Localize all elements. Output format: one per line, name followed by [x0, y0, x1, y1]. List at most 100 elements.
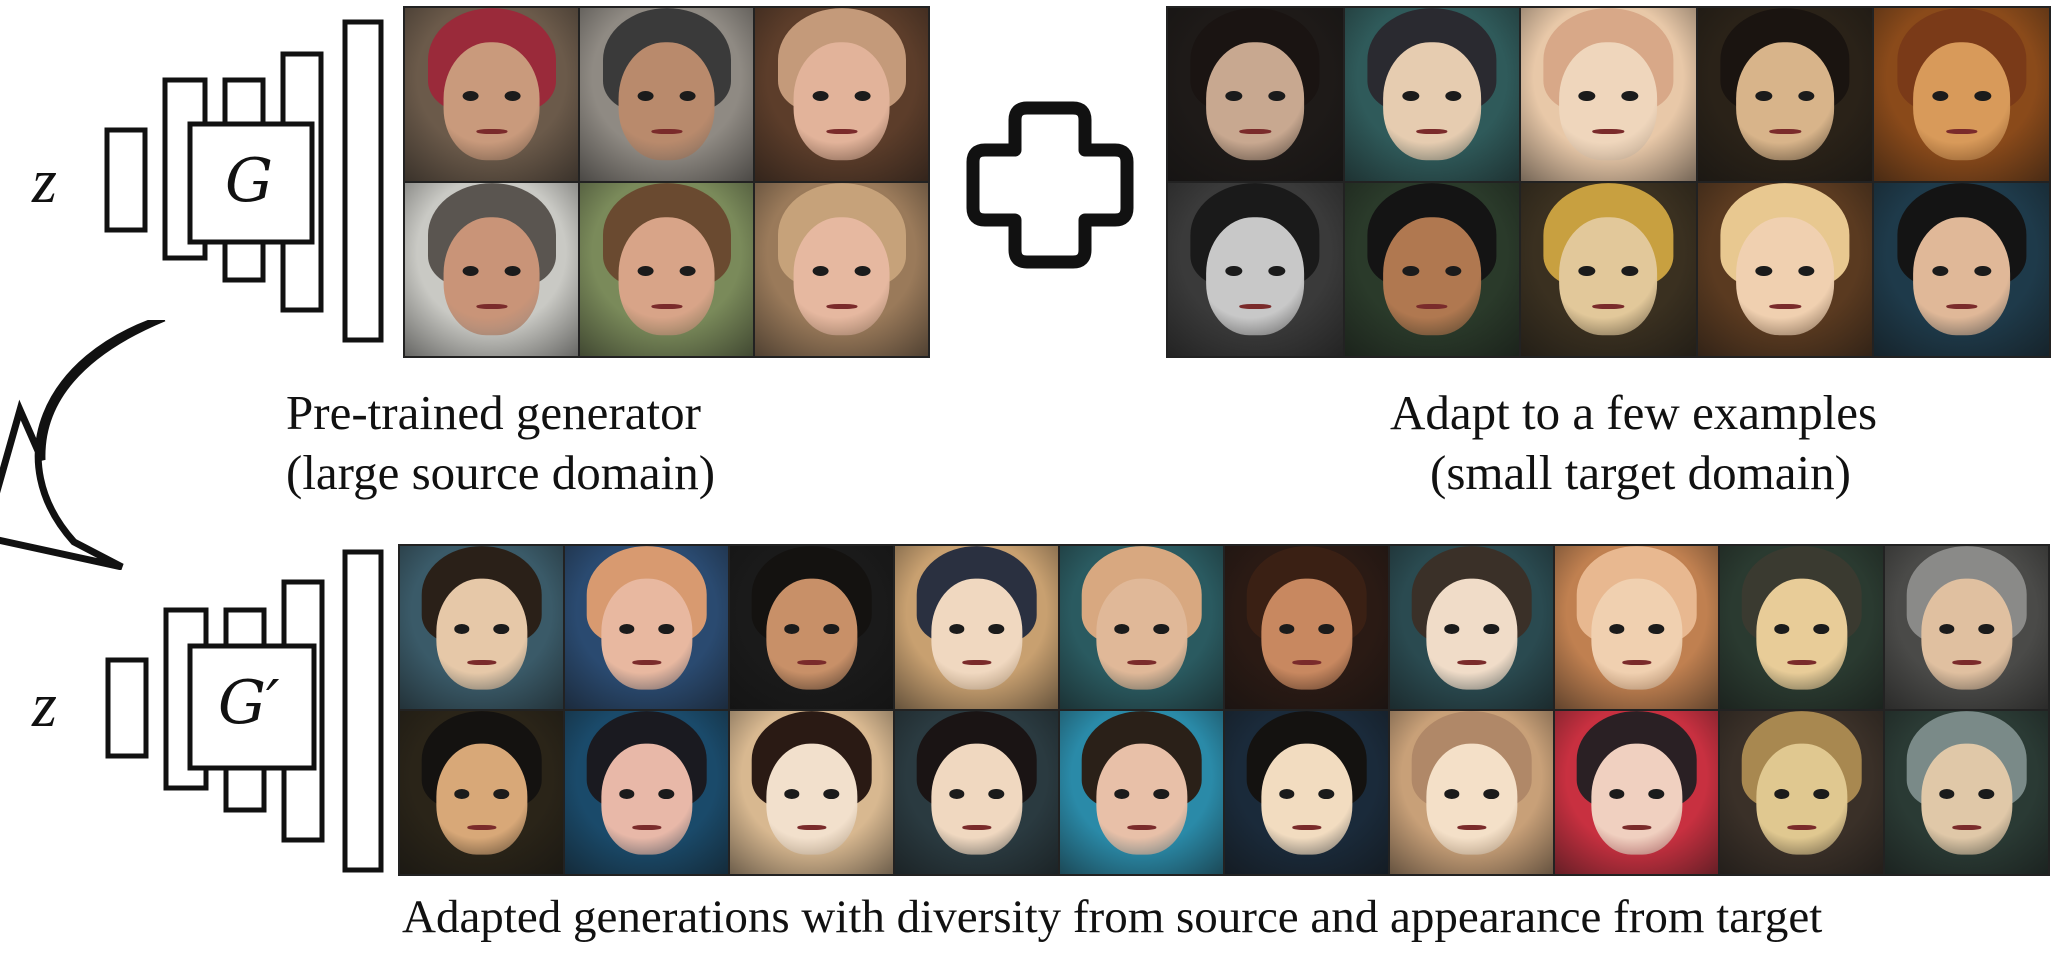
adapted-face-image — [895, 546, 1058, 709]
pretrained-caption-line1: Pre-trained generator — [286, 385, 701, 440]
adapted-face-eyes — [1608, 789, 1665, 799]
adapted-face-eyes — [1443, 624, 1500, 634]
adapted-face-mouth — [1291, 825, 1322, 830]
target-face-face — [1736, 217, 1834, 336]
target-face-face — [1559, 42, 1658, 161]
adapted-face-face — [1920, 578, 2013, 690]
target-face-eyes — [1578, 91, 1639, 102]
adapted-face-image — [1060, 711, 1223, 874]
target-face-eyes — [1755, 91, 1815, 102]
plus-icon — [966, 101, 1134, 269]
source-face-mouth — [475, 304, 508, 310]
target-face-face — [1206, 42, 1305, 161]
adapted-face-eyes — [453, 789, 510, 799]
target-face-image — [1874, 8, 2049, 181]
adapted-face-mouth — [796, 660, 827, 665]
adapted-face-face — [1260, 578, 1353, 690]
adapted-face-mouth — [1456, 660, 1487, 665]
adapted-face-image — [1390, 711, 1553, 874]
adapted-face-eyes — [1113, 624, 1170, 634]
adapted-face-mouth — [1951, 825, 1982, 830]
adapted-face-eyes — [1773, 789, 1830, 799]
source-face-image — [755, 183, 928, 356]
source-face-eyes — [462, 91, 521, 102]
target-face-image — [1521, 8, 1696, 181]
adapted-face-face — [435, 743, 528, 855]
target-face-eyes — [1932, 266, 1992, 277]
source-face-face — [443, 42, 540, 161]
adapted-face-eyes — [618, 789, 675, 799]
adapted-face-mouth — [1126, 825, 1157, 830]
source-face-mouth — [825, 129, 858, 135]
adapted-face-face — [1755, 743, 1848, 855]
generator-g-prime-layers — [105, 549, 384, 873]
target-face-face — [1912, 42, 2011, 161]
target-face-eyes — [1578, 266, 1639, 277]
adapted-face-mouth — [1786, 660, 1817, 665]
source-face-eyes — [462, 266, 521, 277]
adapted-face-mouth — [631, 660, 662, 665]
source-face-mouth — [650, 304, 683, 310]
adapted-face-image — [400, 711, 563, 874]
adapt-caption-line2: (small target domain) — [1430, 445, 1851, 500]
adapted-face-eyes — [618, 624, 675, 634]
target-face-eyes — [1755, 266, 1815, 277]
source-face-face — [793, 217, 890, 336]
target-face-face — [1206, 217, 1305, 336]
generator-g-layers — [104, 19, 384, 343]
adapted-z-label: z — [32, 669, 57, 740]
adapted-face-eyes — [783, 789, 840, 799]
source-face-face — [618, 42, 715, 161]
adapted-face-image — [565, 711, 728, 874]
target-face-image — [1168, 183, 1343, 356]
generator-g-prime-label: G′ — [218, 668, 280, 738]
adapted-face-image — [1060, 546, 1223, 709]
generator-g-label: G — [225, 146, 273, 216]
adapted-face-face — [1920, 743, 2013, 855]
adapted-face-eyes — [1608, 624, 1665, 634]
adapted-face-face — [930, 578, 1023, 690]
adapted-face-face — [1095, 578, 1188, 690]
adapted-face-image — [565, 546, 728, 709]
adapted-face-mouth — [1126, 660, 1157, 665]
target-face-image — [1344, 8, 1520, 181]
adapted-face-image — [1885, 711, 2048, 874]
adapted-face-eyes — [783, 624, 840, 634]
target-face-eyes — [1225, 91, 1285, 102]
adapted-face-face — [1590, 743, 1683, 855]
source-face-image — [755, 8, 928, 181]
adapted-face-image — [1885, 546, 2048, 709]
adapted-face-mouth — [961, 825, 992, 830]
target-face-mouth — [1416, 304, 1448, 310]
adapted-face-face — [1425, 578, 1518, 690]
source-face-mouth — [825, 304, 858, 310]
adapted-face-eyes — [1278, 789, 1335, 799]
adapted-face-image — [1225, 711, 1388, 874]
adapted-face-face — [765, 743, 858, 855]
target-face-face — [1912, 217, 2011, 336]
target-face-mouth — [1945, 129, 1978, 135]
adapted-face-image — [400, 546, 563, 709]
source-face-eyes — [637, 91, 696, 102]
adapted-face-mouth — [1456, 825, 1487, 830]
adapted-face-face — [1095, 743, 1188, 855]
source-face-face — [793, 42, 890, 161]
adapted-face-mouth — [961, 660, 992, 665]
adapted-face-face — [600, 743, 693, 855]
adapted-face-eyes — [453, 624, 510, 634]
adapted-face-face — [1590, 578, 1683, 690]
adapted-face-eyes — [1278, 624, 1335, 634]
adapted-face-eyes — [1938, 624, 1995, 634]
adapted-face-face — [1425, 743, 1518, 855]
target-face-eyes — [1402, 266, 1462, 277]
source-face-eyes — [812, 91, 871, 102]
target-image-grid — [1166, 6, 2051, 358]
adapted-face-mouth — [1621, 660, 1652, 665]
source-face-mouth — [475, 129, 508, 135]
target-face-image — [1344, 183, 1520, 356]
source-image-grid — [403, 6, 930, 358]
adapted-face-image — [895, 711, 1058, 874]
adapted-face-face — [930, 743, 1023, 855]
adapted-face-mouth — [1291, 660, 1322, 665]
source-face-mouth — [650, 129, 683, 135]
